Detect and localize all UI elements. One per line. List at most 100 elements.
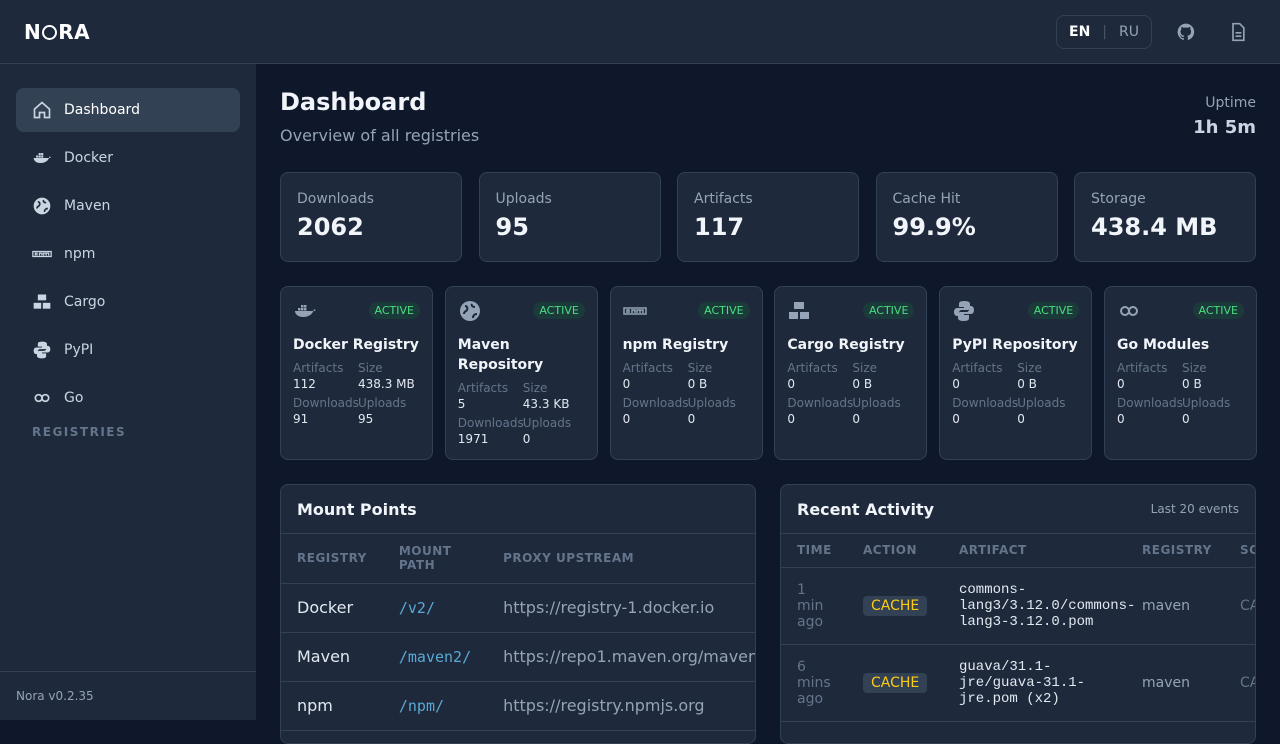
size-label: Size (1182, 361, 1207, 375)
stat-value: 438.4 MB (1091, 213, 1218, 241)
mount-registry: Maven (281, 632, 383, 682)
sidebar-item-label: npm (64, 246, 96, 262)
stat-label: Cache Hit (892, 191, 961, 207)
cargo-icon (789, 302, 810, 319)
activity-registry: maven (1126, 567, 1224, 645)
artifacts-value: 0 (787, 377, 796, 391)
downloads-value: 0 (787, 412, 796, 426)
col-source: SOURCE (1224, 534, 1255, 568)
registry-name: Maven Repository (457, 337, 544, 373)
stat-value: 2062 (297, 213, 364, 241)
artifacts-label: Artifacts (457, 381, 509, 395)
sidebar-item-npm[interactable]: npm (16, 232, 240, 276)
downloads-label: Downloads (1117, 396, 1183, 410)
sidebar-item-dashboard[interactable]: Dashboard (16, 88, 240, 132)
size-value: 438.3 MB (358, 377, 415, 391)
size-value: 0 B (852, 377, 873, 391)
lang-separator: | (1102, 24, 1107, 40)
sidebar-item-maven[interactable]: Maven (16, 184, 240, 228)
stat-label: Uploads (495, 191, 552, 207)
registries-section-label: REGISTRIES (32, 425, 127, 439)
mount-path: /maven2/ (382, 632, 488, 682)
npm-icon (32, 250, 52, 258)
mount-path: /v2/ (382, 583, 488, 633)
mount-upstream[interactable]: https://repo1.maven.org/maven2 (487, 632, 755, 682)
uploads-label: Uploads (1017, 396, 1066, 410)
mount-points-panel: Mount Points REGISTRY MOUNT PATH PROXY UPS… (280, 484, 756, 744)
registry-card[interactable]: ACTIVE npm Registry Artifacts Size 0 0 B Downl… (609, 286, 763, 460)
col-registry: REGISTRY (281, 534, 383, 584)
artifacts-label: Artifacts (622, 361, 673, 375)
registry-card[interactable]: ACTIVE Docker Registry Artifacts Size 112 438… (280, 286, 433, 460)
registry-card[interactable]: ACTIVE Go Modules Artifacts Size 0 0 B Downloa… (1104, 286, 1257, 460)
activity-registry: maven (1126, 644, 1224, 722)
sidebar-item-docker[interactable]: Docker (16, 136, 240, 180)
uploads-label: Uploads (852, 396, 901, 410)
status-badge: ACTIVE (1192, 302, 1244, 319)
status-badge: ACTIVE (862, 302, 915, 319)
artifacts-label: Artifacts (787, 361, 838, 375)
mount-upstream[interactable]: https://registry.npmjs.org (487, 681, 755, 731)
stat-label: Downloads (297, 191, 374, 207)
col-artifact: ARTIFACT (943, 534, 1126, 568)
uploads-value: 0 (687, 412, 696, 426)
status-badge: ACTIVE (1027, 302, 1080, 319)
sidebar-item-cargo[interactable]: Cargo (16, 280, 240, 324)
globe-icon (459, 301, 480, 321)
registry-card[interactable]: ACTIVE Cargo Registry Artifacts Size 0 0 B Dow… (774, 286, 928, 460)
mount-upstream[interactable]: https://registry-1.docker.io (487, 583, 755, 633)
sidebar-item-label: PyPI (64, 342, 94, 358)
sidebar-item-label: Dashboard (64, 102, 140, 118)
activity-time: 6 mins ago (781, 644, 847, 722)
artifacts-label: Artifacts (293, 361, 344, 375)
docker-icon (295, 305, 316, 317)
cargo-icon (33, 294, 51, 309)
lang-en-button[interactable]: EN (1069, 24, 1091, 40)
mount-row: Maven/maven2/https://repo1.maven.org/mav… (281, 632, 755, 682)
status-badge: ACTIVE (533, 302, 585, 319)
registry-name: Docker Registry (293, 337, 419, 353)
downloads-label: Downloads (293, 396, 359, 410)
registry-card[interactable]: ACTIVE PyPI Repository Artifacts Size 0 0 B Do… (939, 286, 1093, 460)
activity-row: 6 mins ago CACHE guava/31.1-jre/guava-31.1… (781, 644, 1255, 722)
stat-value: 99.9% (892, 213, 976, 241)
github-icon[interactable] (1176, 22, 1196, 42)
registry-name: npm Registry (622, 337, 729, 353)
downloads-label: Downloads (622, 396, 689, 410)
lang-ru-button[interactable]: RU (1119, 24, 1139, 40)
downloads-value: 0 (952, 412, 960, 426)
stat-label: Storage (1091, 191, 1146, 207)
activity-time: 1 min ago (781, 567, 847, 645)
uptime-label: Uptime (1205, 95, 1256, 111)
go-icon (1120, 306, 1138, 316)
sidebar-item-label: Cargo (64, 294, 106, 310)
size-label: Size (687, 361, 713, 375)
size-label: Size (852, 361, 878, 375)
mount-points-title: Mount Points (297, 499, 417, 519)
size-value: 0 B (687, 377, 708, 391)
registry-name: Cargo Registry (787, 337, 905, 353)
activity-source: CACHE (1224, 567, 1255, 645)
status-badge: ACTIVE (368, 302, 420, 319)
mount-path: /npm/ (382, 681, 488, 731)
uptime-value: 1h 5m (1193, 117, 1256, 138)
docs-icon[interactable] (1228, 22, 1248, 42)
sidebar: Dashboard Docker Maven npm Cargo PyPI Go… (0, 64, 256, 720)
uploads-label: Uploads (358, 396, 407, 410)
sidebar-item-pypi[interactable]: PyPI (16, 328, 240, 372)
docker-icon (33, 153, 52, 163)
size-value: 0 B (1017, 377, 1037, 391)
downloads-label: Downloads (457, 416, 524, 430)
sidebar-item-go[interactable]: Go (16, 376, 240, 420)
page-title: Dashboard (280, 88, 427, 116)
python-icon (33, 341, 51, 359)
logo[interactable]: N RA (24, 19, 91, 44)
mount-row: npm/npm/https://registry.npmjs.org (281, 681, 755, 731)
top-bar: N RA EN | RU (0, 0, 1280, 64)
uploads-value: 0 (1017, 412, 1025, 426)
artifacts-label: Artifacts (952, 361, 1003, 375)
stat-value: 95 (495, 213, 529, 241)
registry-card[interactable]: ACTIVE Maven Repository Artifacts Size 5 43.3… (444, 286, 598, 460)
npm-icon (622, 307, 647, 315)
col-proxy-upstream: PROXY UPSTREAM (487, 534, 755, 584)
